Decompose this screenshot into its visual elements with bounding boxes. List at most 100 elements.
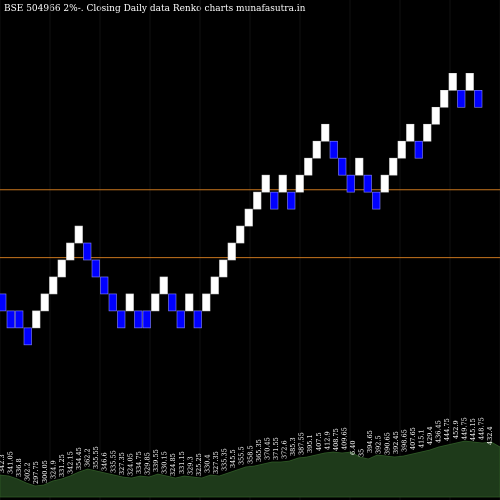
volume-label: 429.4 [426, 426, 434, 445]
volume-label: 324.9 [49, 460, 57, 479]
renko-bricks [0, 73, 483, 346]
up-brick [295, 174, 304, 193]
volume-label: 394.65 [366, 430, 374, 453]
down-brick [329, 140, 338, 159]
volume-label: 35 [358, 449, 366, 457]
down-brick [91, 259, 100, 278]
volume-area-path [0, 440, 500, 498]
up-brick [406, 123, 415, 142]
up-brick [261, 174, 270, 193]
chart-title: BSE 504966 2%-. Closing Daily data Renko… [4, 4, 306, 14]
volume-label: 408.75 [332, 428, 340, 451]
up-brick [40, 293, 49, 312]
up-brick [151, 293, 160, 312]
volume-label: 336.8 [15, 458, 23, 477]
volume-label: 324.85 [169, 453, 177, 476]
volume-label: 325.25 [195, 453, 203, 476]
volume-labels: 342.3 341.05 336.8 302.2 297.75 300.05 324.9 33… [0, 417, 494, 484]
up-brick [278, 174, 287, 193]
up-brick [304, 157, 313, 176]
up-brick [389, 157, 398, 176]
down-brick [338, 157, 347, 176]
up-brick [49, 276, 58, 295]
volume-label: 324.05 [126, 453, 134, 476]
up-brick [202, 293, 211, 312]
down-brick [108, 293, 117, 312]
down-brick [83, 242, 92, 261]
up-brick [312, 140, 321, 159]
volume-label: 339.55 [152, 449, 160, 472]
volume-label: 297.75 [32, 461, 40, 484]
up-brick [74, 225, 83, 244]
up-brick [440, 90, 449, 108]
volume-label: 300.05 [41, 460, 49, 483]
volume-label: 398.65 [400, 429, 408, 452]
volume-label: 362.2 [84, 448, 92, 467]
volume-label: 409.65 [340, 427, 348, 450]
up-brick [321, 123, 330, 142]
down-brick [6, 310, 15, 329]
volume-label: 329.85 [144, 452, 152, 475]
down-brick [117, 310, 126, 329]
down-brick [363, 174, 372, 193]
volume-label: 392.5 [375, 435, 383, 454]
volume-label: 385.3 [289, 437, 297, 456]
down-brick [100, 276, 109, 295]
volume-label: 335.35 [221, 448, 229, 471]
volume-label: 334.75 [135, 451, 143, 474]
down-brick [346, 174, 355, 193]
volume-label: 331.25 [58, 454, 66, 477]
volume-label: 448.75 [477, 417, 485, 440]
up-brick [431, 106, 440, 125]
volume-label: 346.6 [101, 452, 109, 471]
volume-label: 302.2 [24, 462, 32, 481]
volume-label: 342.3 [0, 454, 6, 473]
down-brick [15, 310, 24, 329]
up-brick [397, 140, 406, 159]
volume-label: 345.5 [229, 449, 237, 468]
volume-label: 449.75 [460, 417, 468, 440]
volume-label: 387.55 [298, 432, 306, 455]
volume-label: 358.5 [246, 445, 254, 464]
volume-label: 327.35 [212, 451, 220, 474]
down-brick [193, 310, 202, 329]
volume-label: 371.55 [272, 437, 280, 460]
up-brick [253, 191, 262, 210]
volume-label: 395.1 [306, 434, 314, 453]
volume-label: 341.05 [7, 451, 15, 474]
up-brick [448, 73, 457, 91]
up-brick [159, 276, 168, 295]
up-brick [210, 276, 219, 295]
down-brick [457, 90, 466, 108]
volume-label: 354.45 [75, 447, 83, 470]
volume-label: 327.35 [118, 452, 126, 475]
down-brick [134, 310, 143, 329]
up-brick [185, 293, 194, 312]
down-brick [287, 191, 296, 210]
up-brick [423, 123, 432, 142]
down-brick [142, 310, 151, 329]
up-brick [227, 242, 236, 261]
volume-label: 335.55 [109, 450, 117, 473]
up-brick [244, 208, 253, 227]
volume-label: 412.9 [323, 431, 331, 450]
volume-label: 392.45 [392, 431, 400, 454]
up-brick [380, 174, 389, 193]
down-brick [270, 191, 279, 210]
volume-label: 390.65 [383, 432, 391, 455]
volume-label: 329.3 [186, 456, 194, 475]
up-brick [465, 73, 474, 91]
down-brick [372, 191, 381, 210]
down-brick [23, 327, 32, 346]
down-brick [414, 140, 423, 159]
volume-label: 407.5 [315, 432, 323, 451]
up-brick [125, 293, 134, 312]
up-brick [57, 259, 66, 278]
volume-label: 372.6 [281, 440, 289, 459]
volume-label: 355.5 [238, 446, 246, 465]
volume-label: 355.55 [92, 446, 100, 469]
volume-area [0, 440, 500, 498]
volume-label: 330.15 [161, 451, 169, 474]
volume-label: 342.15 [66, 451, 74, 474]
